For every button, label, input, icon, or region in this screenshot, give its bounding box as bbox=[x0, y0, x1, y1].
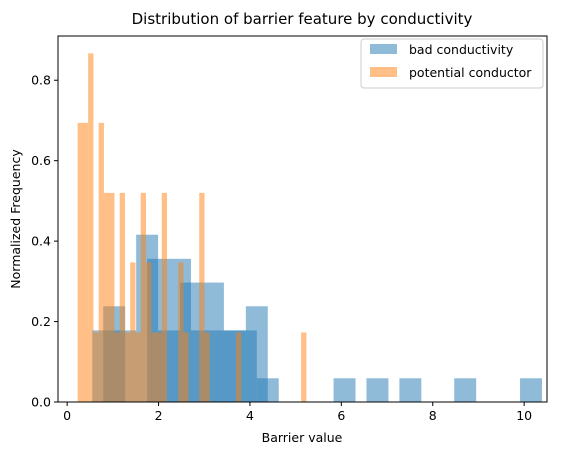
histogram-bar-potential-conductor bbox=[141, 193, 146, 402]
x-tick-label: 8 bbox=[429, 408, 437, 423]
histogram-bar-bad-conductivity bbox=[520, 378, 542, 402]
legend-swatch-potential-conductor bbox=[370, 67, 397, 77]
histogram-bar-potential-conductor bbox=[109, 193, 114, 402]
histogram-bar-potential-conductor bbox=[83, 123, 88, 402]
histogram-bar-potential-conductor bbox=[114, 332, 119, 402]
histogram-bar-bad-conductivity bbox=[334, 378, 356, 402]
histogram-bar-potential-conductor bbox=[178, 262, 183, 402]
legend-swatch-bad-conductivity bbox=[370, 44, 397, 54]
histogram-bar-potential-conductor bbox=[204, 332, 209, 402]
histogram-bar-potential-conductor bbox=[156, 332, 161, 402]
legend-label-potential-conductor: potential conductor bbox=[409, 65, 532, 80]
y-tick-label: 0.2 bbox=[31, 314, 51, 329]
x-tick-label: 2 bbox=[155, 408, 163, 423]
histogram-bar-potential-conductor bbox=[236, 332, 241, 402]
histogram-bar-bad-conductivity bbox=[399, 378, 421, 402]
histogram-bar-potential-conductor bbox=[125, 332, 130, 402]
x-tick-label: 0 bbox=[63, 408, 71, 423]
y-axis-label: Normalized Frequency bbox=[8, 149, 23, 289]
y-tick-label: 0.8 bbox=[31, 73, 51, 88]
histogram-bar-potential-conductor bbox=[130, 262, 135, 402]
histogram-bar-potential-conductor bbox=[93, 332, 98, 402]
histogram-bar-potential-conductor bbox=[104, 193, 109, 402]
histogram-bar-bad-conductivity bbox=[454, 378, 476, 402]
histogram-bar-potential-conductor bbox=[199, 193, 204, 402]
x-tick-label: 6 bbox=[337, 408, 345, 423]
histogram-bar-bad-conductivity bbox=[366, 378, 388, 402]
histogram-bar-potential-conductor bbox=[301, 332, 306, 402]
histogram-bar-potential-conductor bbox=[120, 193, 125, 402]
histogram-bar-potential-conductor bbox=[183, 332, 188, 402]
histogram-bar-potential-conductor bbox=[99, 123, 104, 402]
y-tick-label: 0.0 bbox=[31, 395, 51, 410]
y-tick-label: 0.6 bbox=[31, 153, 51, 168]
histogram-bar-potential-conductor bbox=[146, 262, 151, 402]
histogram-bar-potential-conductor bbox=[162, 193, 167, 402]
x-tick-label: 10 bbox=[516, 408, 532, 423]
histogram-bar-potential-conductor bbox=[151, 332, 156, 402]
y-tick-label: 0.4 bbox=[31, 234, 51, 249]
histogram-bar-potential-conductor bbox=[135, 332, 140, 402]
legend-label-bad-conductivity: bad conductivity bbox=[409, 42, 514, 57]
histogram-bar-potential-conductor bbox=[78, 123, 83, 402]
x-axis-label: Barrier value bbox=[262, 430, 343, 445]
legend: bad conductivity potential conductor bbox=[361, 39, 543, 88]
chart-title: Distribution of barrier feature by condu… bbox=[132, 10, 473, 28]
histogram-bar-potential-conductor bbox=[88, 53, 93, 402]
x-tick-label: 4 bbox=[246, 408, 254, 423]
histogram-bar-bad-conductivity bbox=[257, 378, 279, 402]
